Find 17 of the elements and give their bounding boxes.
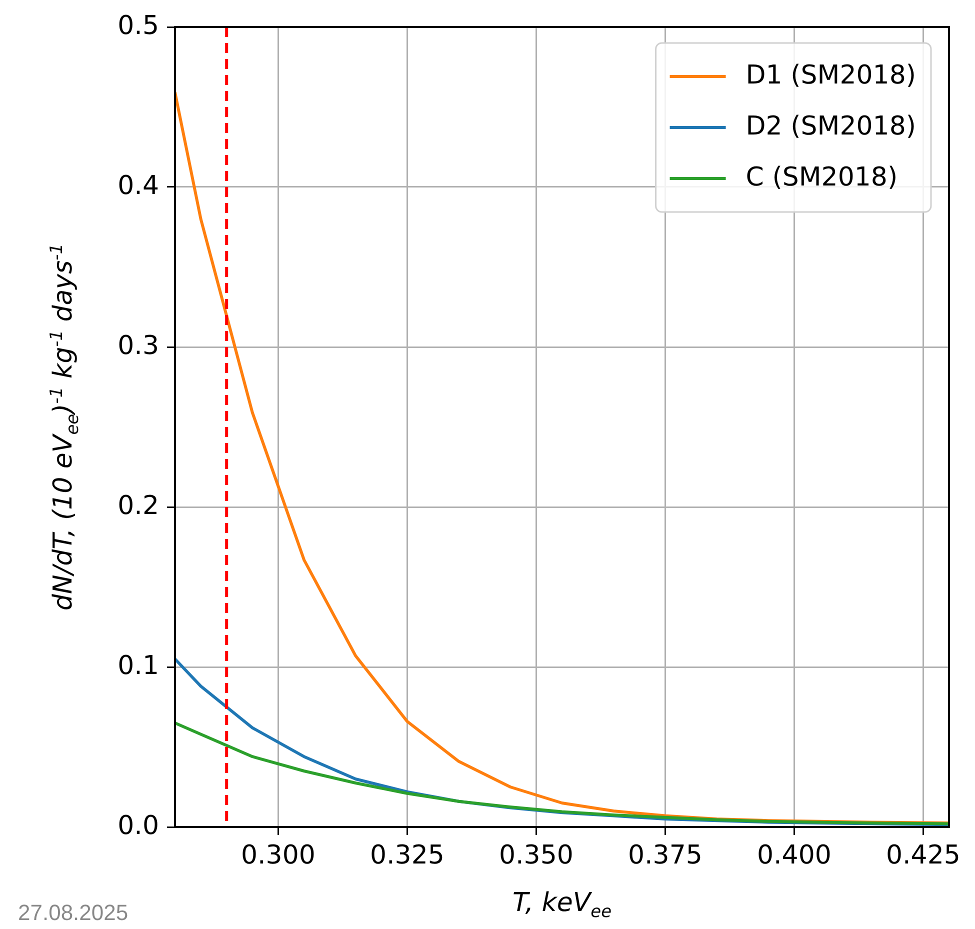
x-tick-label: 0.350 — [498, 840, 574, 870]
x-tick-label: 0.425 — [886, 840, 960, 870]
y-tick-label: 0.0 — [118, 810, 159, 841]
x-axis-title: T, keV$_{ee}$ — [512, 888, 612, 922]
y-tick-label: 0.5 — [118, 10, 159, 41]
y-tick-label: 0.4 — [118, 170, 159, 201]
text: 27.08.2025 — [18, 900, 128, 926]
legend-label: D2 (SM2018) — [746, 111, 916, 142]
legend-label: D1 (SM2018) — [746, 60, 916, 90]
x-tick-label: 0.375 — [628, 840, 702, 870]
y-tick-label: 0.3 — [118, 330, 159, 361]
y-tick-label: 0.1 — [118, 650, 159, 681]
x-tick-label: 0.400 — [756, 840, 832, 870]
x-tick-label: 0.300 — [240, 840, 316, 870]
x-tick-label: 0.325 — [370, 840, 444, 870]
legend-label: C (SM2018) — [746, 162, 898, 192]
y-tick-label: 0.2 — [118, 490, 159, 521]
